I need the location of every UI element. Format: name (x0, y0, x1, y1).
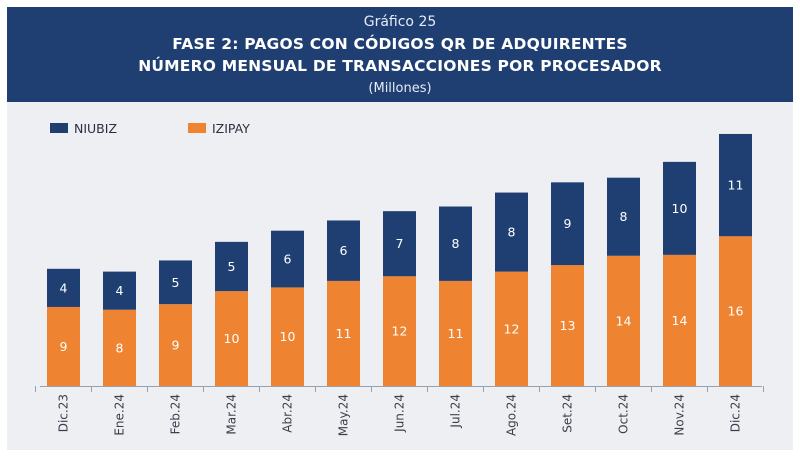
bar-niubiz-5 (327, 220, 360, 281)
bar-niubiz-7 (439, 206, 472, 281)
bar-izipay-2 (159, 304, 192, 386)
data-label-niubiz-9: 9 (564, 216, 572, 231)
bar-niubiz-11 (663, 161, 696, 255)
bar-izipay-7 (439, 280, 472, 386)
data-label-izipay-8: 12 (504, 321, 520, 336)
data-label-izipay-3: 10 (224, 331, 240, 346)
x-tick-label-4: Abr.24 (281, 394, 295, 433)
bar-izipay-8 (495, 271, 528, 386)
bar-izipay-4 (271, 287, 304, 386)
bar-niubiz-12 (719, 133, 752, 237)
data-label-niubiz-2: 5 (172, 275, 180, 290)
bar-izipay-10 (607, 255, 640, 386)
x-tick-label-2: Feb.24 (169, 394, 183, 434)
bar-izipay-6 (383, 276, 416, 386)
chart-header: Gráfico 25 FASE 2: PAGOS CON CÓDIGOS QR … (7, 7, 793, 102)
x-tick-label-1: Ene.24 (113, 394, 127, 436)
x-tick-label-11: Nov.24 (673, 394, 687, 436)
data-label-niubiz-3: 5 (228, 259, 236, 274)
data-label-izipay-7: 11 (448, 326, 464, 341)
legend-label-niubiz: NIUBIZ (74, 121, 117, 136)
data-label-izipay-12: 16 (728, 304, 744, 319)
x-tick-label-3: Mar.24 (225, 394, 239, 435)
data-label-niubiz-6: 7 (396, 236, 404, 251)
bar-izipay-3 (215, 291, 248, 386)
data-label-izipay-1: 8 (116, 340, 124, 355)
legend-swatch-niubiz (50, 123, 68, 133)
data-label-niubiz-10: 8 (620, 209, 628, 224)
data-label-niubiz-7: 8 (452, 236, 460, 251)
bar-izipay-1 (103, 309, 136, 386)
bar-niubiz-4 (271, 230, 304, 288)
data-label-izipay-6: 12 (392, 324, 408, 339)
data-label-niubiz-0: 4 (60, 280, 68, 295)
bar-izipay-11 (663, 254, 696, 386)
data-label-niubiz-12: 11 (728, 178, 744, 193)
bar-niubiz-3 (215, 241, 248, 292)
data-label-izipay-11: 14 (672, 313, 688, 328)
data-label-izipay-0: 9 (60, 339, 68, 354)
data-label-izipay-4: 10 (280, 329, 296, 344)
bar-niubiz-9 (551, 182, 584, 266)
bar-izipay-5 (327, 280, 360, 386)
bar-niubiz-10 (607, 177, 640, 256)
x-tick-label-7: Jul.24 (449, 394, 463, 429)
data-label-niubiz-4: 6 (284, 252, 292, 267)
legend-swatch-izipay (188, 123, 206, 133)
data-label-izipay-10: 14 (616, 313, 632, 328)
data-label-niubiz-5: 6 (340, 243, 348, 258)
x-tick-label-12: Dic.24 (729, 394, 743, 432)
data-label-izipay-2: 9 (172, 338, 180, 353)
bar-niubiz-6 (383, 211, 416, 277)
data-label-niubiz-11: 10 (672, 201, 688, 216)
legend-label-izipay: IZIPAY (212, 121, 250, 136)
chart-number: Gráfico 25 (363, 14, 437, 30)
chart-title: FASE 2: PAGOS CON CÓDIGOS QR DE ADQUIREN… (172, 35, 628, 53)
bar-izipay-9 (551, 265, 584, 386)
bar-niubiz-0 (47, 268, 80, 307)
bar-izipay-12 (719, 236, 752, 386)
data-label-izipay-9: 13 (560, 318, 576, 333)
x-tick-label-9: Set.24 (561, 394, 575, 433)
x-tick-label-6: Jun.24 (393, 394, 407, 433)
bar-niubiz-8 (495, 192, 528, 272)
chart-unit: (Millones) (368, 81, 432, 96)
data-label-niubiz-8: 8 (508, 225, 516, 240)
bar-niubiz-1 (103, 271, 136, 310)
chart-subtitle: NÚMERO MENSUAL DE TRANSACCIONES POR PROC… (138, 57, 662, 75)
data-label-izipay-5: 11 (336, 326, 352, 341)
x-tick-label-0: Dic.23 (57, 394, 71, 432)
x-tick-label-10: Oct.24 (617, 394, 631, 434)
x-tick-label-5: May.24 (337, 394, 351, 436)
bar-niubiz-2 (159, 260, 192, 305)
data-label-niubiz-1: 4 (116, 283, 124, 298)
bar-izipay-0 (47, 306, 80, 386)
x-tick-label-8: Ago.24 (505, 394, 519, 436)
